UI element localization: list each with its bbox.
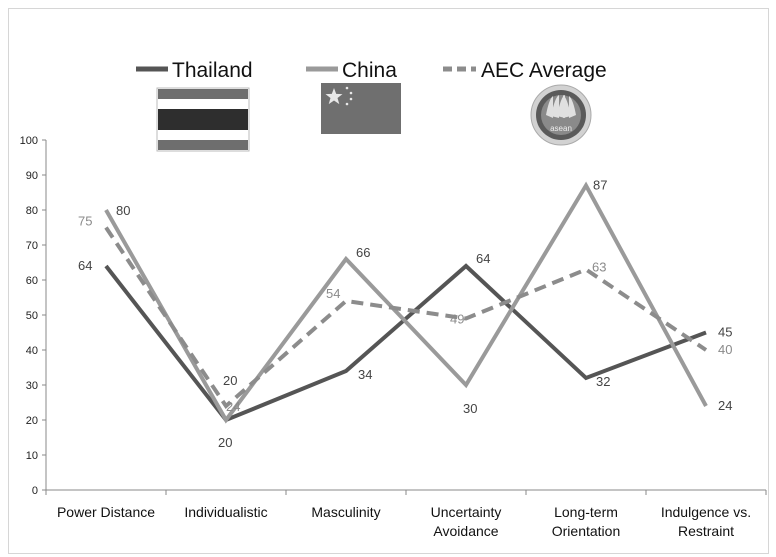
- data-label: 66: [356, 245, 370, 260]
- y-tick-label: 70: [26, 240, 38, 252]
- data-label: 24: [718, 398, 732, 413]
- data-label: 49: [450, 312, 464, 327]
- y-tick-label: 30: [26, 380, 38, 392]
- asean-emblem-icon: asean: [530, 84, 592, 146]
- china-flag-icon: [321, 83, 401, 134]
- x-tick-label: Uncertainty Avoidance: [431, 504, 502, 539]
- data-label: 20: [218, 435, 232, 450]
- data-label: 87: [593, 178, 607, 193]
- x-tick-label: Power Distance: [57, 504, 155, 520]
- data-label: 30: [463, 401, 477, 416]
- y-tick-label: 20: [26, 415, 38, 427]
- data-label: 54: [326, 286, 340, 301]
- x-tick-label: Individualistic: [184, 504, 267, 520]
- x-tick-label: Indulgence vs. Restraint: [661, 504, 751, 539]
- series-line-aec-average: [104, 226, 708, 410]
- x-tick-label: Masculinity: [311, 504, 380, 520]
- data-label: 20: [223, 373, 237, 388]
- legend-label-thailand: Thailand: [172, 59, 253, 82]
- legend: Thailand China AEC Average: [136, 59, 607, 82]
- thailand-flag-icon: [156, 87, 250, 152]
- asean-emblem-text: asean: [550, 124, 572, 133]
- y-tick-label: 0: [32, 485, 38, 497]
- series-line-china: [104, 181, 708, 424]
- data-label: 63: [592, 260, 606, 275]
- data-label: 64: [476, 251, 490, 266]
- y-tick-label: 90: [26, 170, 38, 182]
- data-label: 75: [78, 214, 92, 229]
- series-line-thailand: [104, 263, 707, 423]
- data-label: 64: [78, 258, 92, 273]
- legend-label-aec-average: AEC Average: [481, 59, 607, 82]
- y-tick-label: 40: [26, 345, 38, 357]
- chart-frame: [8, 8, 769, 554]
- data-label: 34: [358, 367, 372, 382]
- y-tick-label: 60: [26, 275, 38, 287]
- y-tick-label: 100: [20, 135, 38, 147]
- data-label: 80: [116, 203, 130, 218]
- data-label: 32: [596, 374, 610, 389]
- legend-label-china: China: [342, 59, 397, 82]
- data-label: 24: [226, 399, 240, 414]
- y-tick-label: 10: [26, 450, 38, 462]
- data-label: 40: [718, 342, 732, 357]
- y-tick-label: 80: [26, 205, 38, 217]
- y-tick-label: 50: [26, 310, 38, 322]
- data-label: 45: [718, 325, 732, 340]
- x-tick-label: Long-term Orientation: [552, 504, 620, 539]
